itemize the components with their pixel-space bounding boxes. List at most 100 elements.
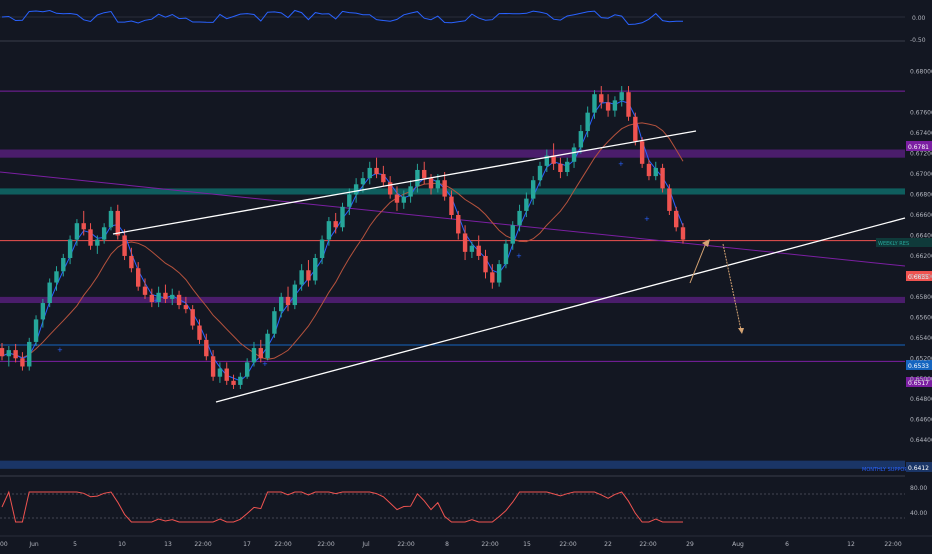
candle-body-43 xyxy=(292,284,298,306)
time-tick-3: 10 xyxy=(118,541,126,548)
candle-body-85 xyxy=(578,131,584,148)
lower-trendline[interactable] xyxy=(215,217,906,403)
candle-body-100 xyxy=(680,227,686,240)
candle-body-36 xyxy=(244,362,250,377)
price-label-bg-bottom xyxy=(906,462,932,472)
candle-body-57 xyxy=(387,182,393,195)
candle-body-11 xyxy=(74,223,80,240)
candle-body-68 xyxy=(462,233,468,252)
time-tick-14: 22:00 xyxy=(559,541,576,548)
candle-body-27 xyxy=(183,305,189,310)
candle-body-24 xyxy=(163,292,168,299)
candle-body-94 xyxy=(639,141,645,164)
candle-body-38 xyxy=(258,348,263,359)
candle-body-64 xyxy=(435,180,441,189)
candle-body-71 xyxy=(483,255,488,273)
candle-body-87 xyxy=(592,94,597,113)
candle-body-6 xyxy=(40,303,46,320)
candle-body-95 xyxy=(646,163,652,177)
projection-arrow-down-head xyxy=(738,328,744,334)
time-tick-13: 15 xyxy=(523,541,531,548)
candle-body-54 xyxy=(367,167,372,179)
candle-body-93 xyxy=(633,116,638,142)
candle-body-48 xyxy=(326,221,332,240)
time-tick-20: 12 xyxy=(847,541,855,548)
candle-body-35 xyxy=(238,376,243,385)
candle-body-91 xyxy=(619,92,624,101)
time-tick-7: 22:00 xyxy=(274,541,291,548)
candle-body-50 xyxy=(340,206,345,228)
main-price-pane: + + + + + + 0.6781 WEEKLY RES 0.6635 0.6… xyxy=(0,69,932,473)
price-label-bg-top xyxy=(906,141,932,151)
candle-body-77 xyxy=(524,198,529,211)
candle-body-79 xyxy=(537,165,543,181)
upper-trendline[interactable] xyxy=(112,130,697,235)
candle-body-3 xyxy=(20,358,25,367)
monthly-support-label: MONTHLY SUPPORT xyxy=(862,467,911,473)
time-tick-1: Jun xyxy=(28,541,39,548)
candle-body-31 xyxy=(210,356,216,377)
candle-body-86 xyxy=(585,112,590,132)
candle-body-37 xyxy=(251,348,257,363)
time-tick-10: 22:00 xyxy=(397,541,414,548)
candle-body-99 xyxy=(673,210,679,228)
price-label-bottom: 0.6412 xyxy=(908,465,929,472)
candle-body-25 xyxy=(170,294,175,299)
upper-indicator-pane: 0.00 -0.50 xyxy=(0,9,926,44)
candle-body-59 xyxy=(401,196,406,203)
candle-body-23 xyxy=(156,292,161,302)
marker-plus-5: + xyxy=(618,160,624,168)
candle-body-63 xyxy=(428,178,434,189)
time-axis[interactable]: 00 Jun 5 10 13 22:00 17 22:00 22:00 Jul 22:00 8 22:0… xyxy=(0,541,902,548)
candle-body-82 xyxy=(558,163,563,173)
candle-body-81 xyxy=(551,155,556,164)
candle-body-58 xyxy=(394,194,400,203)
candle-body-12 xyxy=(81,223,86,230)
candle-body-0 xyxy=(0,348,5,357)
descending-purple-line xyxy=(0,171,906,267)
lower-indicator-line xyxy=(1,490,683,523)
candles-layer xyxy=(0,86,686,389)
candle-body-65 xyxy=(442,180,447,197)
candle-body-40 xyxy=(272,311,277,334)
candle-body-55 xyxy=(374,167,379,175)
candle-body-39 xyxy=(265,333,270,359)
projection-arrow-up xyxy=(689,242,707,284)
candle-body-49 xyxy=(333,221,338,228)
candle-body-73 xyxy=(496,264,502,283)
marker-plus-6: + xyxy=(644,215,650,223)
price-label-current: 0.6635 xyxy=(908,274,929,281)
price-label-bg-current xyxy=(906,271,932,281)
candle-body-42 xyxy=(285,296,291,306)
candle-body-15 xyxy=(101,227,107,240)
lower-tick-1: 40.00 xyxy=(910,510,927,517)
candle-body-89 xyxy=(605,102,611,111)
candle-body-60 xyxy=(408,186,413,197)
upper-indicator-line xyxy=(1,9,684,26)
candle-body-45 xyxy=(306,270,311,281)
candle-body-52 xyxy=(353,184,359,195)
projection-arrow-down xyxy=(722,243,742,331)
price-label-bg-support-b xyxy=(906,377,932,387)
price-label-top: 0.6781 xyxy=(908,144,929,151)
candle-body-61 xyxy=(415,169,420,187)
candle-body-70 xyxy=(476,245,481,256)
candle-body-84 xyxy=(571,147,577,162)
candle-body-92 xyxy=(626,92,631,117)
time-tick-4: 13 xyxy=(164,541,172,548)
candle-body-20 xyxy=(136,268,141,287)
